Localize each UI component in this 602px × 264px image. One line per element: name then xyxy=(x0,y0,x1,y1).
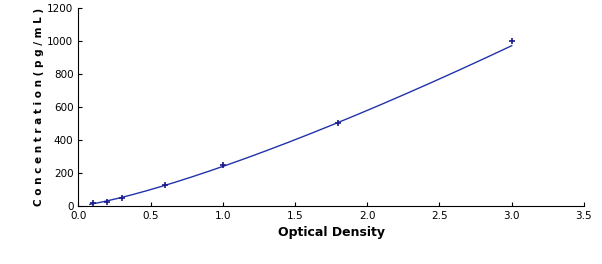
X-axis label: Optical Density: Optical Density xyxy=(278,226,385,239)
Y-axis label: C o n c e n t r a t i o n ( p g / m L ): C o n c e n t r a t i o n ( p g / m L ) xyxy=(34,8,45,206)
